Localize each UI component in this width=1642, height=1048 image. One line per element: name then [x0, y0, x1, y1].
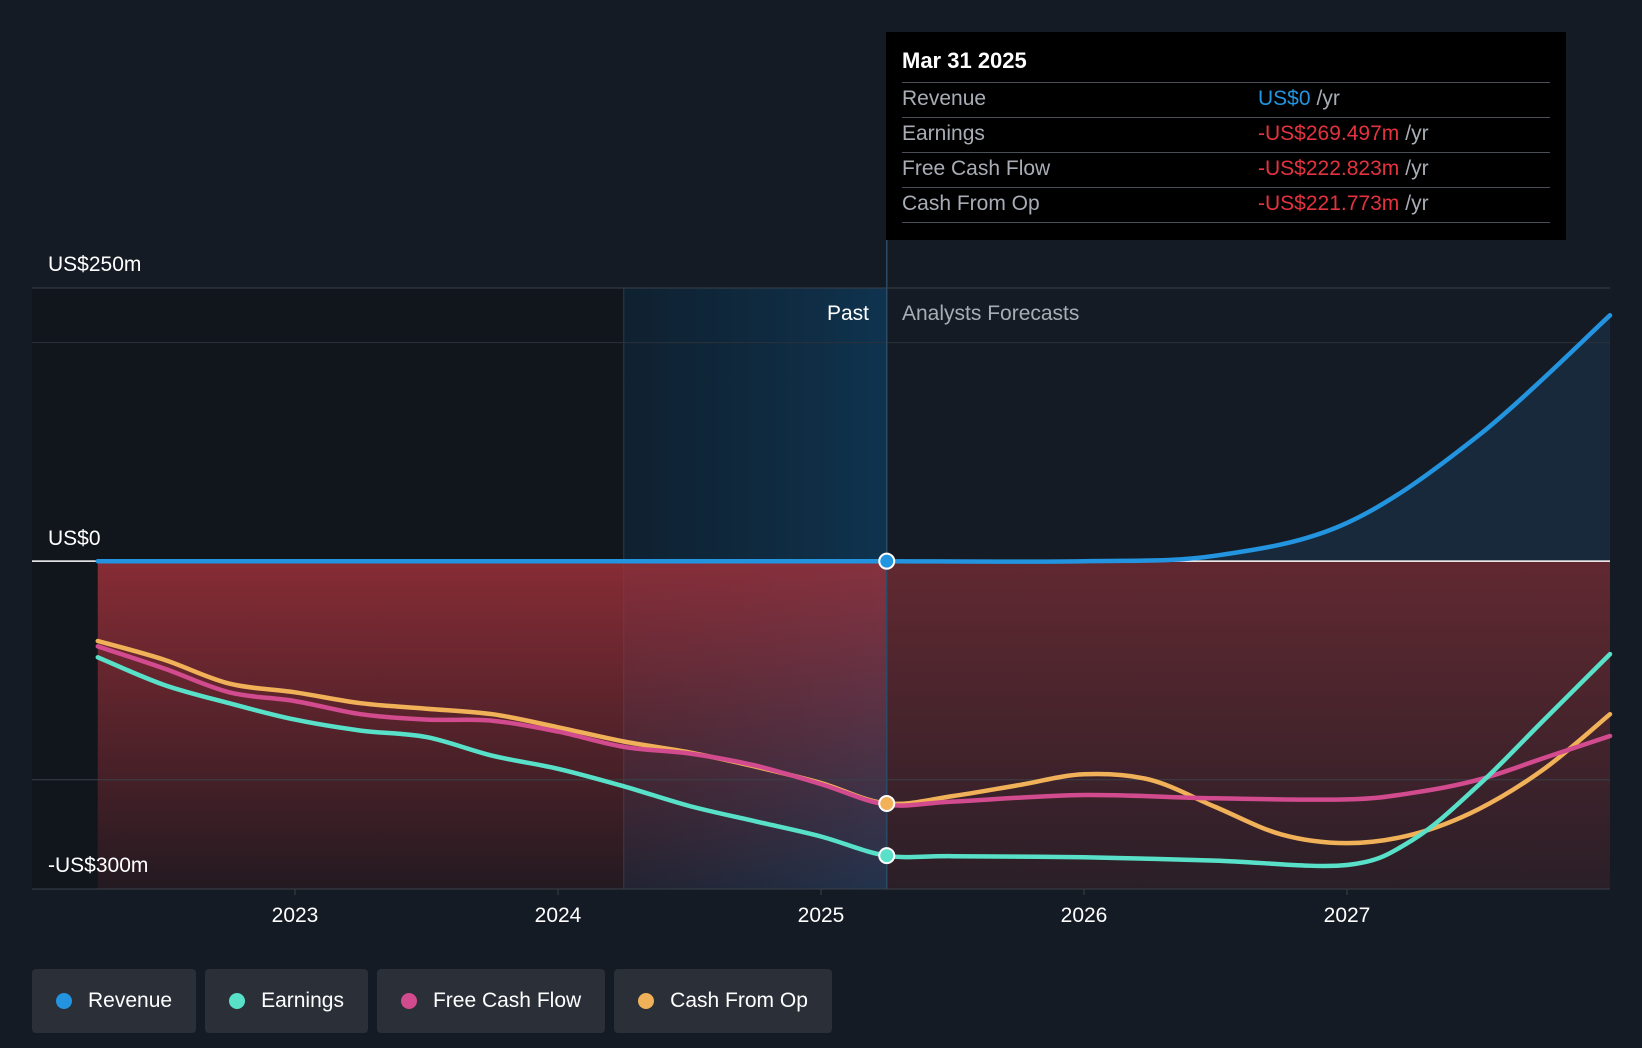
legend-label: Revenue: [88, 989, 173, 1012]
tooltip-value: -US$221.773m: [1258, 192, 1400, 215]
revenue-area: [97, 315, 1610, 562]
tooltip-row-free-cash-flow: Free Cash Flow -US$222.823m /yr: [902, 152, 1550, 187]
tooltip-value: -US$222.823m: [1258, 157, 1400, 180]
tooltip-label: Free Cash Flow: [902, 157, 1051, 180]
negative-area-past: [97, 561, 887, 889]
x-tick-label: 2026: [1061, 904, 1108, 927]
series-line-revenue: [95, 313, 1613, 564]
tooltip: Mar 31 2025 Revenue US$0 /yr Earnings -U…: [886, 32, 1566, 240]
tooltip-row-revenue: Revenue US$0 /yr: [902, 82, 1550, 117]
tooltip-unit: /yr: [1405, 157, 1429, 180]
tooltip-unit: /yr: [1316, 87, 1340, 110]
tooltip-label: Earnings: [902, 122, 985, 145]
marker-earnings: [878, 847, 896, 865]
past-label: Past: [827, 302, 869, 325]
tooltip-unit: /yr: [1405, 122, 1429, 145]
negative-area-forecast: [886, 561, 1610, 889]
x-tick-label: 2024: [535, 904, 582, 927]
legend-item-cash-from-op[interactable]: Cash From Op: [614, 969, 832, 1033]
tooltip-row-earnings: Earnings -US$269.497m /yr: [902, 117, 1550, 152]
tooltip-unit: /yr: [1405, 192, 1429, 215]
legend: Revenue Earnings Free Cash Flow Cash Fro…: [32, 969, 841, 1033]
tooltip-value: -US$269.497m: [1258, 122, 1400, 145]
legend-label: Cash From Op: [670, 989, 808, 1012]
marker-revenue: [878, 552, 896, 570]
tooltip-value: US$0: [1258, 87, 1311, 110]
legend-label: Free Cash Flow: [432, 989, 582, 1012]
tooltip-label: Cash From Op: [902, 192, 1040, 215]
revenue-dot-icon: [56, 993, 72, 1009]
series-line-earnings: [95, 651, 1613, 869]
tooltip-date: Mar 31 2025: [902, 48, 1027, 73]
y-label-zero: US$0: [48, 527, 101, 550]
tooltip-label: Revenue: [902, 87, 987, 110]
free-cash-flow-dot-icon: [400, 993, 417, 1009]
x-tick-label: 2025: [798, 904, 845, 927]
legend-item-revenue[interactable]: Revenue: [32, 969, 197, 1033]
cash-from-op-dot-icon: [638, 993, 655, 1009]
legend-label: Earnings: [261, 989, 344, 1012]
x-tick-label: 2023: [272, 904, 319, 927]
tooltip-row-cash-from-op: Cash From Op -US$221.773m /yr: [902, 187, 1550, 223]
y-label-bottom: -US$300m: [48, 854, 148, 877]
x-tick-label: 2027: [1324, 904, 1371, 927]
earnings-dot-icon: [229, 993, 246, 1009]
forecast-label: Analysts Forecasts: [902, 302, 1079, 325]
y-label-top: US$250m: [48, 253, 141, 276]
legend-item-free-cash-flow[interactable]: Free Cash Flow: [376, 969, 606, 1033]
series-line-free-cash-flow: [95, 644, 1613, 808]
legend-item-earnings[interactable]: Earnings: [205, 969, 368, 1033]
marker-cash-from-op: [878, 795, 896, 813]
